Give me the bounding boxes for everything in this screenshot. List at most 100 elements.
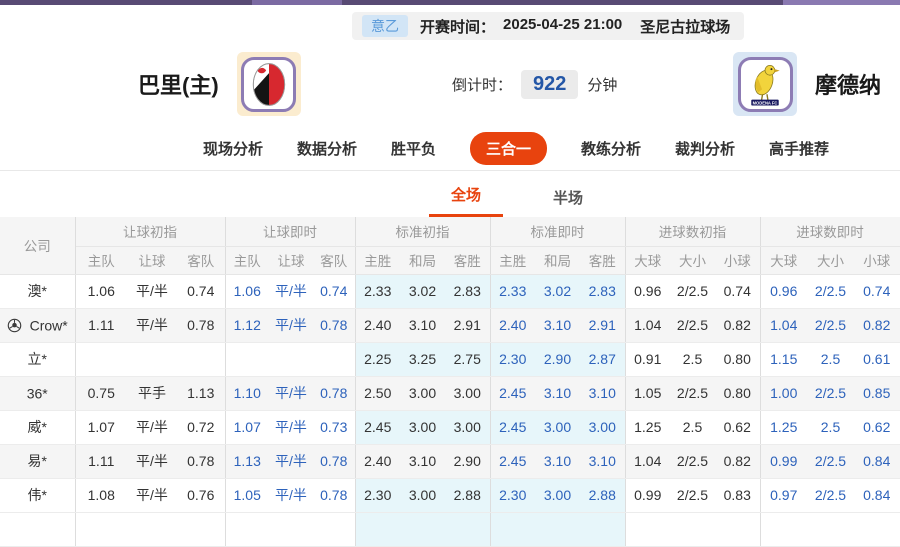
table-row: 易* 1.11 平/半 0.78 1.13 平/半 0.78 2.40 3.10 2.90 2.45…: [0, 444, 900, 479]
company-name: 立*: [27, 351, 47, 367]
odds-cell: 平/半: [269, 410, 313, 445]
odds-cell: 0.74: [177, 274, 226, 309]
col-subheader: 大球: [625, 246, 670, 275]
company-name: 36*: [26, 385, 48, 402]
away-team-logo: MODENA FC: [733, 52, 797, 116]
odds-table: 公司 让球初指 让球即时 标准初指 标准即时 进球数初指 进球数即时 主队 让球 客队 主队 让球…: [0, 217, 900, 547]
odds-cell: 平/半: [127, 274, 177, 309]
odds-cell: 0.61: [854, 342, 900, 377]
odds-cell: 0.78: [177, 308, 226, 343]
nav-tab-5[interactable]: 教练分析: [581, 140, 642, 158]
odds-cell: 3.00: [400, 478, 445, 513]
table-row-partial: [0, 512, 900, 547]
top-accent-bar: [0, 0, 900, 5]
nav-tab-4[interactable]: 三合一: [469, 131, 547, 165]
company-cell[interactable]: 36*: [0, 376, 76, 411]
odds-cell: 2.33: [490, 274, 535, 309]
odds-cell: 0.78: [177, 444, 226, 479]
company-cell[interactable]: 易*: [0, 444, 76, 479]
odds-cell: 0.82: [854, 308, 900, 343]
odds-cell: 0.76: [177, 478, 226, 513]
col-subheader: 和局: [400, 246, 445, 275]
nav-tab-7[interactable]: 高手推荐: [769, 140, 830, 158]
kickoff-info: 开赛时间： 2025-04-25 21:00 圣尼古拉球场: [420, 16, 730, 37]
odds-cell: 平/半: [269, 274, 313, 309]
odds-cell: 0.82: [715, 444, 761, 479]
odds-cell: 1.11: [75, 308, 127, 343]
match-info-row: 意乙 开赛时间： 2025-04-25 21:00 圣尼古拉球场: [0, 12, 900, 40]
company-cell[interactable]: Crow*: [0, 308, 76, 343]
company-cell: [0, 512, 76, 547]
odds-cell: 0.75: [75, 376, 127, 411]
countdown: 倒计时： 922 分钟: [452, 42, 617, 126]
odds-cell: [75, 342, 127, 377]
odds-cell: 2.45: [355, 410, 400, 445]
col-subheader: 小球: [854, 246, 900, 275]
home-team: 巴里(主): [138, 42, 301, 126]
odds-cell: 平/半: [127, 308, 177, 343]
company-cell[interactable]: 威*: [0, 410, 76, 445]
company-name: 易*: [27, 453, 47, 469]
subtab-1[interactable]: 全场: [428, 175, 503, 217]
odds-cell: 1.10: [225, 376, 269, 411]
col-group-1: 让球初指: [75, 217, 226, 247]
odds-cell: 0.62: [715, 410, 761, 445]
nav-tab-6[interactable]: 裁判分析: [675, 140, 736, 158]
col-subheader: 客队: [177, 246, 226, 275]
col-group-6: 进球数即时: [760, 217, 900, 247]
company-cell[interactable]: 立*: [0, 342, 76, 377]
league-badge[interactable]: 意乙: [362, 15, 408, 37]
table-row: 伟* 1.08 平/半 0.76 1.05 平/半 0.78 2.30 3.00 2.88 2.30…: [0, 478, 900, 513]
odds-cell: 平/半: [269, 444, 313, 479]
nav-tab-2[interactable]: 数据分析: [296, 140, 357, 158]
company-cell[interactable]: 伟*: [0, 478, 76, 513]
odds-cell: 2.45: [490, 444, 535, 479]
odds-cell: [715, 512, 761, 547]
odds-cell: 3.10: [535, 376, 580, 411]
odds-cell: 1.06: [225, 274, 269, 309]
odds-cell: 2.83: [445, 274, 491, 309]
table-row: 36* 0.75 平手 1.13 1.10 平/半 0.78 2.50 3.00 3.00 2.45…: [0, 376, 900, 411]
odds-cell: 3.10: [400, 444, 445, 479]
col-subheader: 客队: [313, 246, 356, 275]
odds-cell: [127, 342, 177, 377]
odds-cell: [127, 512, 177, 547]
odds-cell: 1.11: [75, 444, 127, 479]
odds-cell: [445, 512, 491, 547]
match-header: 巴里(主) 倒计时： 922 分钟: [0, 42, 900, 126]
odds-cell: 1.07: [75, 410, 127, 445]
nav-tab-1[interactable]: 现场分析: [202, 140, 263, 158]
col-subheader: 客胜: [445, 246, 491, 275]
odds-cell: 2/2.5: [670, 274, 715, 309]
odds-cell: [854, 512, 900, 547]
nav-tab-3[interactable]: 胜平负: [390, 140, 436, 158]
col-header-company: 公司: [0, 217, 76, 275]
subtab-2[interactable]: 半场: [553, 190, 584, 207]
odds-cell: 1.25: [760, 410, 807, 445]
odds-cell: 2.50: [355, 376, 400, 411]
odds-cell: 3.00: [535, 478, 580, 513]
odds-cell: 1.07: [225, 410, 269, 445]
odds-cell: 2.88: [580, 478, 626, 513]
odds-cell: 2.25: [355, 342, 400, 377]
company-cell[interactable]: 澳*: [0, 274, 76, 309]
table-row: 立* 2.25 3.25 2.75 2.30 2.90 2.87 0.91 2.5 0.80 1.1…: [0, 342, 900, 377]
odds-cell: 2.91: [445, 308, 491, 343]
odds-cell: [225, 512, 269, 547]
odds-cell: 3.00: [580, 410, 626, 445]
odds-cell: 平/半: [269, 308, 313, 343]
odds-cell: 0.74: [854, 274, 900, 309]
odds-cell: 3.10: [580, 376, 626, 411]
col-subheader: 大小: [807, 246, 854, 275]
home-logo-frame: [241, 56, 297, 112]
odds-cell: 1.00: [760, 376, 807, 411]
odds-cell: 平/半: [127, 444, 177, 479]
odds-cell: 1.05: [225, 478, 269, 513]
odds-cell: [313, 512, 356, 547]
odds-cell: 1.15: [760, 342, 807, 377]
odds-cell: [807, 512, 854, 547]
col-group-3: 标准初指: [355, 217, 491, 247]
odds-cell: 0.78: [313, 444, 356, 479]
odds-cell: 0.96: [625, 274, 670, 309]
odds-cell: 2.40: [355, 444, 400, 479]
